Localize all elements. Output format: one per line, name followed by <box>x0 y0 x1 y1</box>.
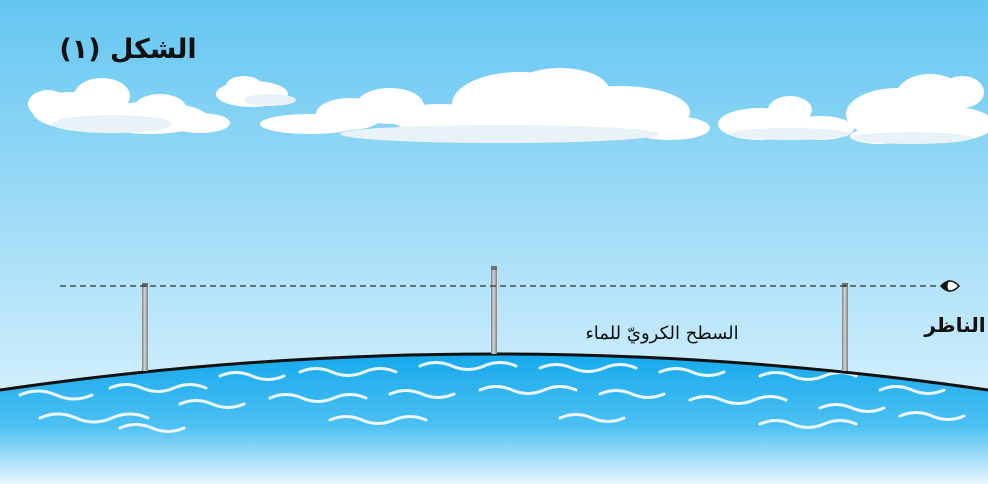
water-body <box>0 354 988 484</box>
pole-left <box>142 283 148 371</box>
eye-icon <box>939 280 961 292</box>
pole-right <box>842 283 848 371</box>
pole-middle <box>491 266 497 354</box>
observer-label: الناظر <box>923 313 985 337</box>
water-waves <box>18 361 966 433</box>
cloud <box>216 76 296 107</box>
cloud <box>28 78 230 134</box>
cloud <box>718 96 854 140</box>
clouds <box>28 68 988 144</box>
figure-title: الشكل (١) <box>59 34 196 65</box>
poles <box>142 266 848 371</box>
surface-label: السطح الكرويّ للماء <box>585 323 738 344</box>
cloud <box>260 68 710 143</box>
cloud <box>846 74 988 144</box>
